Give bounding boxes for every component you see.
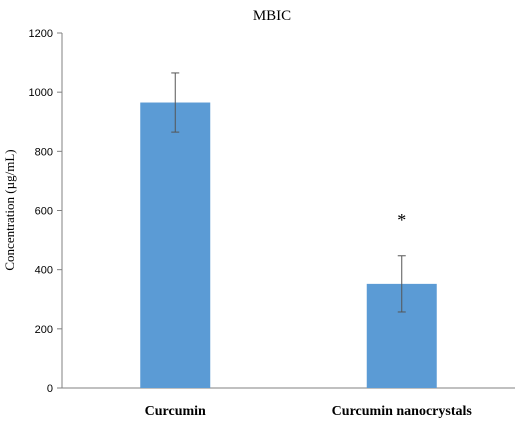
y-tick-label: 0	[47, 383, 53, 395]
y-tick-label: 200	[35, 324, 53, 336]
y-tick-label: 800	[35, 146, 53, 158]
y-tick-label: 400	[35, 265, 53, 277]
bars: Curcumin Curcumin nanocrystals *	[140, 72, 473, 419]
category-label-1: Curcumin	[145, 404, 206, 419]
y-tick-label: 1000	[29, 87, 53, 99]
y-tick-label: 1200	[29, 28, 53, 40]
y-axis-label: Concentration (µg/mL)	[2, 149, 17, 270]
y-ticks: 0 200 400 600 800 1000 1200	[29, 28, 62, 395]
y-tick-label: 600	[35, 206, 53, 218]
category-label-2: Curcumin nanocrystals	[332, 404, 473, 419]
bar-1	[140, 102, 211, 388]
chart-title: MBIC	[253, 8, 291, 24]
significance-marker: *	[397, 210, 406, 230]
